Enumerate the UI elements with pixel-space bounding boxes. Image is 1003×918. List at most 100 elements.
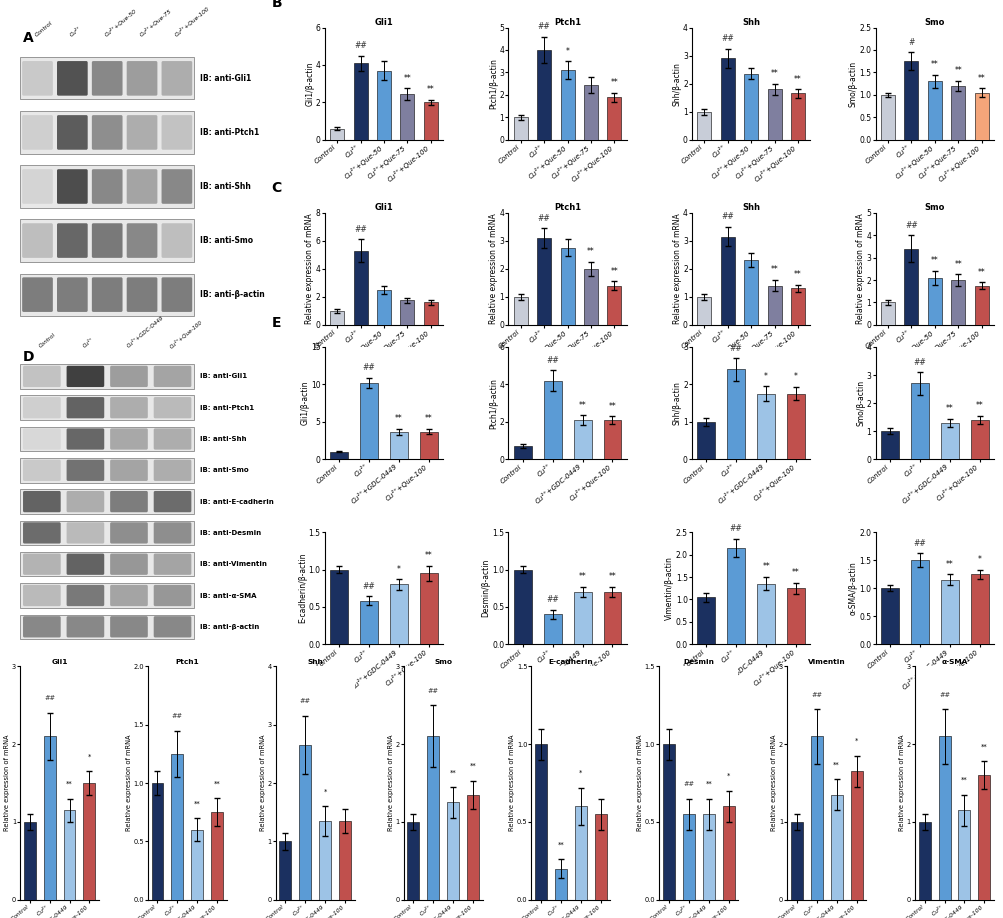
FancyBboxPatch shape <box>20 274 195 316</box>
Bar <box>514 297 528 325</box>
Text: *: * <box>793 373 797 381</box>
Text: **: ** <box>793 271 801 279</box>
Bar <box>904 249 918 325</box>
Bar <box>974 285 988 325</box>
FancyBboxPatch shape <box>66 554 104 575</box>
Y-axis label: Relative expression of mRNA: Relative expression of mRNA <box>305 213 314 324</box>
FancyBboxPatch shape <box>66 522 104 543</box>
Text: **: ** <box>761 563 769 571</box>
Y-axis label: Ptch1/β-actin: Ptch1/β-actin <box>488 58 497 109</box>
Y-axis label: Smo/β-actin: Smo/β-actin <box>856 380 865 426</box>
FancyBboxPatch shape <box>66 397 104 419</box>
Text: **: ** <box>403 73 411 83</box>
FancyBboxPatch shape <box>57 115 87 150</box>
Text: **: ** <box>953 260 961 269</box>
Bar <box>910 384 928 459</box>
Text: **: ** <box>578 572 586 581</box>
Text: *: * <box>565 47 569 56</box>
Text: IB: anti-Smo: IB: anti-Smo <box>200 467 249 474</box>
Text: ##: ## <box>913 539 925 548</box>
Y-axis label: Vimentin/β-actin: Vimentin/β-actin <box>665 556 674 621</box>
Title: Smo: Smo <box>433 658 451 665</box>
Bar <box>720 237 734 325</box>
Bar <box>330 311 344 325</box>
FancyBboxPatch shape <box>153 429 192 450</box>
Bar <box>697 421 714 459</box>
FancyBboxPatch shape <box>110 460 147 481</box>
Text: ##: ## <box>938 691 949 698</box>
FancyBboxPatch shape <box>20 552 195 577</box>
Text: **: ** <box>960 777 967 783</box>
FancyBboxPatch shape <box>20 165 195 207</box>
Text: **: ** <box>945 404 953 413</box>
Text: **: ** <box>608 401 616 410</box>
Y-axis label: Gli1/β-actin: Gli1/β-actin <box>305 62 314 106</box>
FancyBboxPatch shape <box>66 460 104 481</box>
Text: **: ** <box>610 78 618 87</box>
Text: ##: ## <box>546 595 559 604</box>
FancyBboxPatch shape <box>22 277 53 312</box>
Bar <box>702 814 714 900</box>
FancyBboxPatch shape <box>20 521 195 545</box>
FancyBboxPatch shape <box>110 522 147 543</box>
Text: Control: Control <box>38 332 57 349</box>
Bar <box>790 822 802 900</box>
Bar <box>607 285 621 325</box>
Bar <box>743 73 757 140</box>
Bar <box>555 868 567 900</box>
Bar <box>958 811 970 900</box>
Bar <box>446 802 458 900</box>
Text: **: ** <box>395 414 402 423</box>
Text: Cu²⁺+GDC-O449: Cu²⁺+GDC-O449 <box>125 316 164 349</box>
Y-axis label: Desmin/β-actin: Desmin/β-actin <box>481 559 490 618</box>
Bar <box>419 573 437 644</box>
FancyBboxPatch shape <box>20 396 195 420</box>
Bar <box>537 238 551 325</box>
Bar <box>756 584 774 644</box>
Bar <box>974 93 988 140</box>
FancyBboxPatch shape <box>22 115 53 150</box>
Bar <box>790 94 804 140</box>
Text: **: ** <box>975 401 983 410</box>
Title: Gli1: Gli1 <box>374 203 393 212</box>
Y-axis label: E-cadherin/β-actin: E-cadherin/β-actin <box>298 553 307 623</box>
Bar <box>584 269 598 325</box>
FancyBboxPatch shape <box>110 365 147 387</box>
Text: **: ** <box>930 60 938 69</box>
Bar <box>880 431 898 459</box>
FancyBboxPatch shape <box>57 169 87 204</box>
Text: **: ** <box>793 74 801 84</box>
Text: IB: anti-Shh: IB: anti-Shh <box>200 436 246 442</box>
FancyBboxPatch shape <box>23 554 60 575</box>
Bar <box>389 585 407 644</box>
Text: ##: ## <box>354 225 367 234</box>
FancyBboxPatch shape <box>20 111 195 153</box>
Y-axis label: Relative expression of mRNA: Relative expression of mRNA <box>770 734 776 832</box>
Text: ##: ## <box>729 343 742 353</box>
Text: *: * <box>87 754 91 760</box>
Text: **: ** <box>66 781 73 787</box>
Text: ##: ## <box>362 363 375 372</box>
FancyBboxPatch shape <box>22 169 53 204</box>
Text: ##: ## <box>546 356 559 364</box>
Title: Shh: Shh <box>741 203 759 212</box>
FancyBboxPatch shape <box>110 397 147 419</box>
Bar <box>544 381 561 459</box>
Bar <box>389 431 407 459</box>
FancyBboxPatch shape <box>126 115 157 150</box>
Bar <box>767 285 780 325</box>
Text: IB: anti-Smo: IB: anti-Smo <box>200 236 253 245</box>
Bar <box>970 574 988 644</box>
Y-axis label: Shh/β-actin: Shh/β-actin <box>672 62 681 106</box>
Bar <box>573 420 591 459</box>
FancyBboxPatch shape <box>57 277 87 312</box>
Text: **: ** <box>608 572 616 581</box>
Y-axis label: Relative expression of mRNA: Relative expression of mRNA <box>899 734 905 832</box>
Text: ##: ## <box>362 582 375 591</box>
Text: **: ** <box>770 265 777 274</box>
Text: **: ** <box>930 256 938 265</box>
FancyBboxPatch shape <box>57 223 87 258</box>
Text: **: ** <box>945 560 953 568</box>
FancyBboxPatch shape <box>126 223 157 258</box>
Text: *: * <box>323 789 327 795</box>
